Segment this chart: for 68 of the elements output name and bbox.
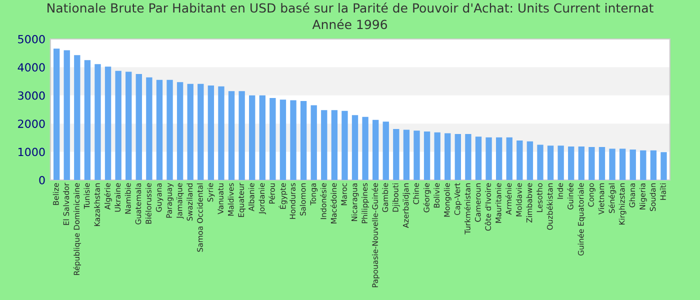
bar <box>321 110 328 180</box>
bar <box>424 131 430 180</box>
bar <box>578 146 584 180</box>
bar <box>650 150 657 180</box>
bar <box>259 95 266 180</box>
bar <box>53 48 60 180</box>
bar <box>609 148 616 180</box>
bar <box>382 122 389 180</box>
bar <box>187 84 194 180</box>
bar <box>342 110 348 180</box>
bar <box>372 120 379 180</box>
bar <box>84 60 91 180</box>
bar <box>454 134 461 180</box>
bar <box>115 70 122 180</box>
bar <box>136 74 142 180</box>
bar <box>486 137 492 180</box>
y-tick-label: 1000 <box>18 148 45 156</box>
bar <box>547 146 554 180</box>
bar <box>516 140 523 180</box>
bar <box>660 152 667 180</box>
bar <box>176 82 184 180</box>
bar <box>496 137 502 180</box>
bar <box>310 105 317 180</box>
bar <box>270 98 276 180</box>
bar <box>300 101 307 180</box>
bar <box>208 86 214 180</box>
bar <box>238 91 245 180</box>
y-tick-label: 0 <box>39 176 45 184</box>
bar <box>331 110 338 180</box>
bar <box>218 86 224 180</box>
bar <box>537 144 544 180</box>
bar <box>506 137 512 180</box>
bar <box>290 100 296 180</box>
bar <box>640 150 646 180</box>
bar <box>166 80 173 180</box>
bar <box>156 80 163 180</box>
bar <box>619 148 626 180</box>
bar <box>588 147 595 180</box>
bar <box>352 115 358 180</box>
bar <box>465 134 472 180</box>
y-tick-label: 5000 <box>18 34 45 44</box>
bar <box>403 130 410 180</box>
y-tick-label: 4000 <box>18 63 45 72</box>
bar <box>146 77 152 180</box>
bar <box>64 50 70 180</box>
chart-subtitle: Année 1996 <box>312 19 387 30</box>
bar <box>434 132 440 180</box>
bar <box>280 100 286 180</box>
chart-title: Nationale Brute Par Habitant en USD basé sur la Parité de Pouvoir d'Achat: Units Current internat <box>48 2 654 13</box>
bar <box>558 146 564 180</box>
bar <box>444 133 451 180</box>
bar <box>126 72 132 180</box>
bar <box>630 150 636 180</box>
bar <box>228 91 235 180</box>
bar <box>526 141 534 180</box>
bar <box>393 128 400 180</box>
bar <box>475 136 482 180</box>
bar <box>414 130 420 180</box>
bar <box>198 84 204 180</box>
bar <box>74 55 80 180</box>
bar <box>568 146 574 180</box>
bar <box>104 66 112 180</box>
bar <box>362 116 368 180</box>
bar <box>249 95 256 180</box>
y-tick-label: 3000 <box>18 91 45 100</box>
bar <box>598 147 606 180</box>
y-tick-label: 2000 <box>18 120 45 128</box>
bar <box>94 64 101 180</box>
